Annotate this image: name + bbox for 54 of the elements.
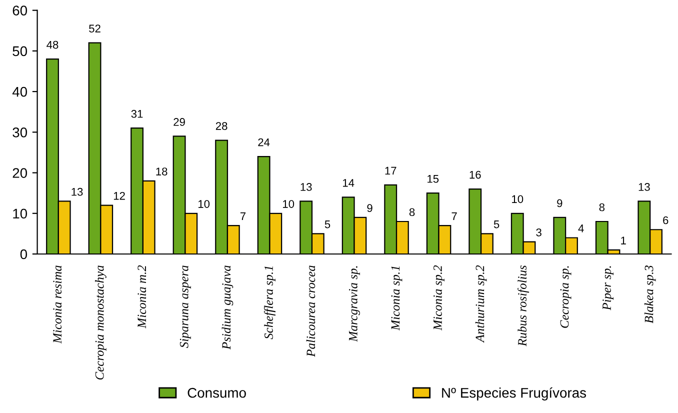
legend-label: Consumo bbox=[188, 388, 246, 398]
data-label: 6 bbox=[663, 216, 668, 224]
data-label: 9 bbox=[367, 204, 372, 212]
data-label: 3 bbox=[536, 228, 542, 236]
data-label: 7 bbox=[452, 212, 457, 220]
x-tick-label: Rubus rosifolius bbox=[518, 265, 530, 346]
data-label: 8 bbox=[409, 208, 415, 216]
x-tick-label: Miconia sp.2 bbox=[434, 265, 444, 331]
data-label: 14 bbox=[343, 179, 354, 187]
data-label: 52 bbox=[89, 24, 100, 32]
data-label: 29 bbox=[174, 118, 185, 126]
data-label: 15 bbox=[428, 175, 439, 183]
y-tick-label: 10 bbox=[13, 208, 28, 219]
data-label: 31 bbox=[131, 110, 143, 118]
data-label: 5 bbox=[324, 220, 330, 228]
x-tick-label: Cecropia monostachya bbox=[94, 266, 106, 380]
data-label: 7 bbox=[240, 212, 246, 220]
legend-label: Nº Especies Frugívoras bbox=[442, 387, 586, 400]
data-label: 10 bbox=[512, 195, 524, 204]
data-label: 24 bbox=[258, 138, 270, 146]
data-label: 13 bbox=[72, 188, 83, 196]
data-label: 1 bbox=[621, 236, 626, 244]
y-tick-label: 20 bbox=[12, 168, 28, 178]
data-label: 48 bbox=[46, 40, 58, 49]
data-label: 17 bbox=[385, 166, 396, 175]
data-label: 18 bbox=[156, 168, 168, 176]
y-tick-label: 40 bbox=[12, 86, 28, 97]
x-tick-label: Miconia resima bbox=[53, 266, 62, 344]
x-tick-label: Piper sp. bbox=[602, 266, 614, 310]
x-tick-label: Anthurium sp.2 bbox=[475, 265, 487, 343]
x-tick-label: Schefflera sp.1 bbox=[264, 266, 276, 340]
data-label: 4 bbox=[578, 224, 584, 232]
data-label: 9 bbox=[557, 199, 562, 208]
x-tick-label: Siparuna aspera bbox=[180, 266, 191, 348]
y-tick-label: 0 bbox=[20, 249, 28, 260]
y-tick-label: 50 bbox=[12, 46, 28, 56]
x-tick-label: Psidium guajava bbox=[222, 266, 234, 350]
data-label: 10 bbox=[283, 200, 294, 208]
data-label: 8 bbox=[599, 203, 605, 212]
data-label: 16 bbox=[470, 170, 481, 179]
y-tick-label: 30 bbox=[12, 127, 28, 138]
data-label: 13 bbox=[300, 183, 312, 191]
data-label: 12 bbox=[114, 192, 125, 200]
data-label: 10 bbox=[198, 200, 210, 208]
x-tick-label: Blakea sp.3 bbox=[644, 266, 656, 324]
x-tick-label: Palicourea crocea bbox=[306, 266, 316, 357]
data-label: 5 bbox=[494, 220, 500, 228]
y-tick-label: 60 bbox=[12, 6, 28, 16]
data-label: 28 bbox=[216, 122, 228, 130]
x-tick-label: Miconia sp.1 bbox=[391, 266, 402, 331]
data-label: 13 bbox=[638, 183, 650, 191]
x-tick-label: Marcgravia sp. bbox=[348, 266, 360, 342]
x-tick-label: Cecropia sp. bbox=[560, 266, 572, 328]
x-tick-label: Miconia m.2 bbox=[138, 265, 146, 328]
